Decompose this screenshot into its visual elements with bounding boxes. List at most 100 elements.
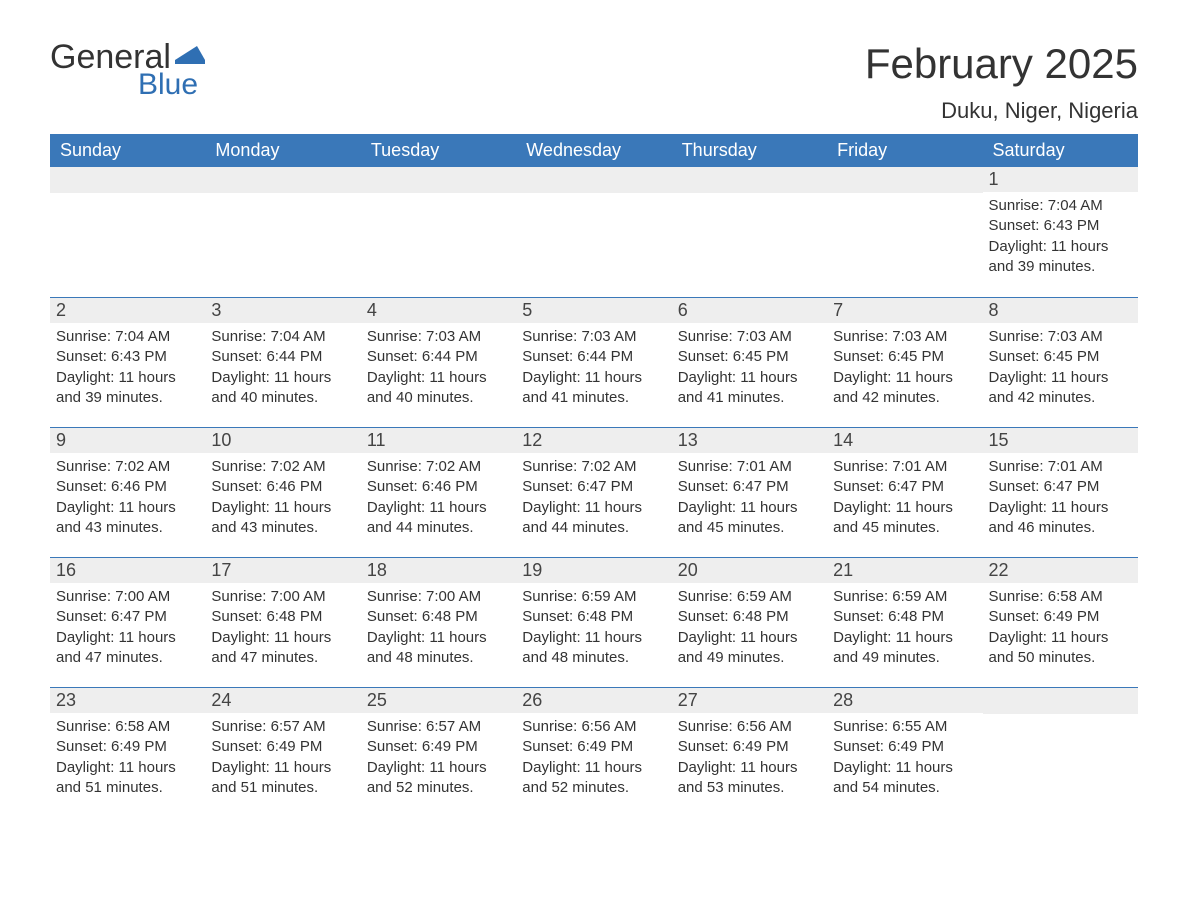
sunset-line: Sunset: 6:49 PM	[367, 737, 510, 757]
calendar-cell: 26Sunrise: 6:56 AMSunset: 6:49 PMDayligh…	[516, 687, 671, 817]
calendar-week-row: 9Sunrise: 7:02 AMSunset: 6:46 PMDaylight…	[50, 427, 1138, 557]
sunrise-line: Sunrise: 7:00 AM	[56, 587, 199, 607]
sunrise-line: Sunrise: 7:02 AM	[522, 457, 665, 477]
day-content	[361, 193, 516, 207]
day-content: Sunrise: 7:02 AMSunset: 6:46 PMDaylight:…	[205, 453, 360, 548]
sunrise-line: Sunrise: 7:00 AM	[367, 587, 510, 607]
day-content	[50, 193, 205, 207]
daylight-line: Daylight: 11 hours and 41 minutes.	[522, 368, 665, 409]
sunset-line: Sunset: 6:49 PM	[833, 737, 976, 757]
month-title: February 2025	[865, 40, 1138, 88]
day-number-bar: 8	[983, 297, 1138, 323]
day-number-bar: 12	[516, 427, 671, 453]
sunset-line: Sunset: 6:47 PM	[56, 607, 199, 627]
sunset-line: Sunset: 6:43 PM	[56, 347, 199, 367]
daylight-line: Daylight: 11 hours and 52 minutes.	[367, 758, 510, 799]
day-number-bar: 28	[827, 687, 982, 713]
day-content: Sunrise: 6:55 AMSunset: 6:49 PMDaylight:…	[827, 713, 982, 808]
sunrise-line: Sunrise: 7:04 AM	[56, 327, 199, 347]
day-content: Sunrise: 7:03 AMSunset: 6:44 PMDaylight:…	[516, 323, 671, 418]
header: General Blue February 2025 Duku, Niger, …	[50, 40, 1138, 124]
day-content: Sunrise: 6:56 AMSunset: 6:49 PMDaylight:…	[516, 713, 671, 808]
calendar-cell: 2Sunrise: 7:04 AMSunset: 6:43 PMDaylight…	[50, 297, 205, 427]
daylight-line: Daylight: 11 hours and 41 minutes.	[678, 368, 821, 409]
sunrise-line: Sunrise: 6:57 AM	[367, 717, 510, 737]
sunset-line: Sunset: 6:45 PM	[989, 347, 1132, 367]
weekday-header: Wednesday	[516, 134, 671, 167]
day-content: Sunrise: 7:03 AMSunset: 6:45 PMDaylight:…	[983, 323, 1138, 418]
daylight-line: Daylight: 11 hours and 52 minutes.	[522, 758, 665, 799]
day-number-bar: 27	[672, 687, 827, 713]
daylight-line: Daylight: 11 hours and 42 minutes.	[989, 368, 1132, 409]
sunrise-line: Sunrise: 6:59 AM	[833, 587, 976, 607]
calendar-cell: 19Sunrise: 6:59 AMSunset: 6:48 PMDayligh…	[516, 557, 671, 687]
daylight-line: Daylight: 11 hours and 43 minutes.	[211, 498, 354, 539]
daylight-line: Daylight: 11 hours and 40 minutes.	[367, 368, 510, 409]
sunrise-line: Sunrise: 6:57 AM	[211, 717, 354, 737]
sunrise-line: Sunrise: 6:58 AM	[56, 717, 199, 737]
weekday-header: Sunday	[50, 134, 205, 167]
calendar-cell: 9Sunrise: 7:02 AMSunset: 6:46 PMDaylight…	[50, 427, 205, 557]
calendar-week-row: 23Sunrise: 6:58 AMSunset: 6:49 PMDayligh…	[50, 687, 1138, 817]
daylight-line: Daylight: 11 hours and 47 minutes.	[211, 628, 354, 669]
calendar-cell: 8Sunrise: 7:03 AMSunset: 6:45 PMDaylight…	[983, 297, 1138, 427]
weekday-header: Tuesday	[361, 134, 516, 167]
calendar-cell: 17Sunrise: 7:00 AMSunset: 6:48 PMDayligh…	[205, 557, 360, 687]
sunset-line: Sunset: 6:44 PM	[211, 347, 354, 367]
sunset-line: Sunset: 6:46 PM	[56, 477, 199, 497]
day-content: Sunrise: 6:59 AMSunset: 6:48 PMDaylight:…	[516, 583, 671, 678]
daylight-line: Daylight: 11 hours and 40 minutes.	[211, 368, 354, 409]
day-content: Sunrise: 7:02 AMSunset: 6:46 PMDaylight:…	[50, 453, 205, 548]
calendar-cell: 14Sunrise: 7:01 AMSunset: 6:47 PMDayligh…	[827, 427, 982, 557]
day-number-bar	[827, 167, 982, 193]
calendar-cell	[672, 167, 827, 297]
day-content: Sunrise: 7:01 AMSunset: 6:47 PMDaylight:…	[827, 453, 982, 548]
sunset-line: Sunset: 6:48 PM	[522, 607, 665, 627]
day-content	[827, 193, 982, 207]
calendar-table: SundayMondayTuesdayWednesdayThursdayFrid…	[50, 134, 1138, 817]
calendar-cell: 25 Sunrise: 6:57 AMSunset: 6:49 PMDayligh…	[361, 687, 516, 817]
day-number-bar	[361, 167, 516, 193]
day-content: Sunrise: 6:56 AMSunset: 6:49 PMDaylight:…	[672, 713, 827, 808]
calendar-cell: 15Sunrise: 7:01 AMSunset: 6:47 PMDayligh…	[983, 427, 1138, 557]
day-content	[205, 193, 360, 207]
day-content: Sunrise: 6:58 AMSunset: 6:49 PMDaylight:…	[983, 583, 1138, 678]
day-content: Sunrise: 7:03 AMSunset: 6:45 PMDaylight:…	[827, 323, 982, 418]
day-number-bar	[50, 167, 205, 193]
day-number-bar	[672, 167, 827, 193]
day-content: Sunrise: 7:00 AMSunset: 6:47 PMDaylight:…	[50, 583, 205, 678]
sunset-line: Sunset: 6:44 PM	[522, 347, 665, 367]
daylight-line: Daylight: 11 hours and 48 minutes.	[522, 628, 665, 669]
day-number-bar	[205, 167, 360, 193]
day-content	[672, 193, 827, 207]
daylight-line: Daylight: 11 hours and 42 minutes.	[833, 368, 976, 409]
daylight-line: Daylight: 11 hours and 47 minutes.	[56, 628, 199, 669]
calendar-cell: 11Sunrise: 7:02 AMSunset: 6:46 PMDayligh…	[361, 427, 516, 557]
daylight-line: Daylight: 11 hours and 51 minutes.	[56, 758, 199, 799]
daylight-line: Daylight: 11 hours and 49 minutes.	[678, 628, 821, 669]
calendar-cell	[827, 167, 982, 297]
day-content	[516, 193, 671, 207]
daylight-line: Daylight: 11 hours and 46 minutes.	[989, 498, 1132, 539]
sunrise-line: Sunrise: 6:58 AM	[989, 587, 1132, 607]
weekday-header: Thursday	[672, 134, 827, 167]
sunrise-line: Sunrise: 7:04 AM	[211, 327, 354, 347]
day-number-bar: 10	[205, 427, 360, 453]
calendar-week-row: 16Sunrise: 7:00 AMSunset: 6:47 PMDayligh…	[50, 557, 1138, 687]
daylight-line: Daylight: 11 hours and 39 minutes.	[56, 368, 199, 409]
sunrise-line: Sunrise: 6:59 AM	[678, 587, 821, 607]
day-number-bar: 16	[50, 557, 205, 583]
sunset-line: Sunset: 6:45 PM	[678, 347, 821, 367]
day-content: Sunrise: 7:00 AMSunset: 6:48 PMDaylight:…	[205, 583, 360, 678]
daylight-line: Daylight: 11 hours and 49 minutes.	[833, 628, 976, 669]
calendar-cell: 28Sunrise: 6:55 AMSunset: 6:49 PMDayligh…	[827, 687, 982, 817]
day-content: Sunrise: 7:01 AMSunset: 6:47 PMDaylight:…	[672, 453, 827, 548]
daylight-line: Daylight: 11 hours and 48 minutes.	[367, 628, 510, 669]
daylight-line: Daylight: 11 hours and 44 minutes.	[522, 498, 665, 539]
day-number-bar: 5	[516, 297, 671, 323]
calendar-week-row: 1Sunrise: 7:04 AMSunset: 6:43 PMDaylight…	[50, 167, 1138, 297]
sunrise-line: Sunrise: 7:04 AM	[989, 196, 1132, 216]
weekday-header-row: SundayMondayTuesdayWednesdayThursdayFrid…	[50, 134, 1138, 167]
day-number-bar: 4	[361, 297, 516, 323]
day-number-bar: 25	[361, 687, 516, 713]
